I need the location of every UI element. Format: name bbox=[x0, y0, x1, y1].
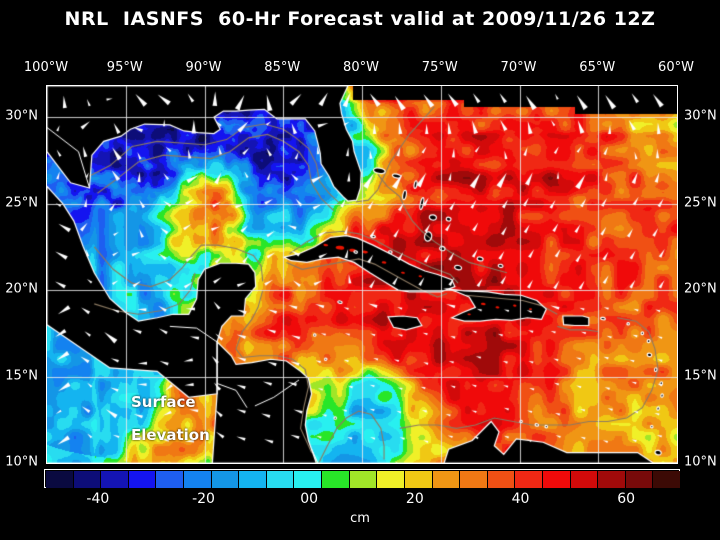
lon-tick-2: 90°W bbox=[185, 60, 222, 75]
lon-tick-4: 80°W bbox=[343, 60, 379, 75]
colorbar-swatches bbox=[46, 471, 681, 488]
colorbar-swatch-19 bbox=[570, 471, 599, 488]
colorbar-swatch-21 bbox=[625, 471, 654, 488]
colorbar[interactable] bbox=[44, 469, 681, 488]
colorbar-tick-3: 20 bbox=[405, 491, 424, 507]
colorbar-tick-2: 00 bbox=[300, 491, 319, 507]
lon-tick-6: 70°W bbox=[500, 60, 537, 75]
colorbar-swatch-6 bbox=[211, 471, 240, 488]
colorbar-swatch-1 bbox=[73, 471, 102, 488]
colorbar-swatch-18 bbox=[542, 471, 571, 488]
colorbar-swatch-16 bbox=[487, 471, 516, 488]
colorbar-swatch-5 bbox=[184, 471, 212, 488]
figure-title: NRL IASNFS 60-Hr Forecast valid at 2009/… bbox=[64, 8, 656, 30]
map-plot-area[interactable] bbox=[46, 85, 678, 464]
colorbar-swatch-11 bbox=[349, 471, 378, 488]
lat-tick-right-2: 20°N bbox=[684, 281, 717, 297]
colorbar-swatch-8 bbox=[266, 471, 295, 488]
lat-tick-left-2: 20°N bbox=[5, 281, 38, 297]
lat-tick-right-4: 10°N bbox=[684, 454, 717, 470]
lon-tick-3: 85°W bbox=[264, 60, 301, 75]
colorbar-tick-1: -20 bbox=[192, 491, 215, 507]
lon-tick-5: 75°W bbox=[421, 60, 458, 75]
lon-tick-1: 95°W bbox=[106, 60, 143, 75]
lon-tick-0: 100°W bbox=[23, 60, 69, 75]
colorbar-tick-5: 60 bbox=[617, 491, 636, 507]
lon-tick-8: 60°W bbox=[658, 60, 694, 75]
colorbar-swatch-17 bbox=[515, 471, 543, 488]
colorbar-unit-label: cm bbox=[350, 511, 370, 526]
colorbar-swatch-22 bbox=[653, 471, 681, 488]
lat-tick-left-0: 30°N bbox=[5, 108, 38, 124]
colorbar-swatch-2 bbox=[101, 471, 129, 488]
lat-tick-right-0: 30°N bbox=[684, 108, 717, 124]
colorbar-swatch-3 bbox=[128, 471, 157, 488]
map-annotation-line1: Surface bbox=[131, 393, 196, 411]
lat-tick-left-1: 25°N bbox=[5, 195, 38, 211]
sea-surface-elevation-map[interactable] bbox=[47, 86, 677, 463]
colorbar-swatch-14 bbox=[432, 471, 461, 488]
lat-tick-right-1: 25°N bbox=[684, 195, 717, 211]
lat-tick-right-3: 15°N bbox=[684, 368, 717, 384]
colorbar-swatch-0 bbox=[46, 471, 74, 488]
lon-tick-7: 65°W bbox=[579, 60, 616, 75]
colorbar-swatch-7 bbox=[239, 471, 267, 488]
colorbar-swatch-4 bbox=[156, 471, 185, 488]
colorbar-swatch-12 bbox=[377, 471, 405, 488]
colorbar-tick-4: 40 bbox=[511, 491, 530, 507]
map-annotation-line2: Elevation bbox=[131, 426, 210, 444]
colorbar-swatch-13 bbox=[404, 471, 433, 488]
colorbar-swatch-9 bbox=[294, 471, 323, 488]
colorbar-swatch-20 bbox=[598, 471, 626, 488]
colorbar-swatch-15 bbox=[460, 471, 488, 488]
lat-tick-left-4: 10°N bbox=[5, 454, 38, 470]
colorbar-swatch-10 bbox=[322, 471, 350, 488]
colorbar-tick-0: -40 bbox=[86, 491, 110, 507]
lat-tick-left-3: 15°N bbox=[5, 368, 38, 384]
